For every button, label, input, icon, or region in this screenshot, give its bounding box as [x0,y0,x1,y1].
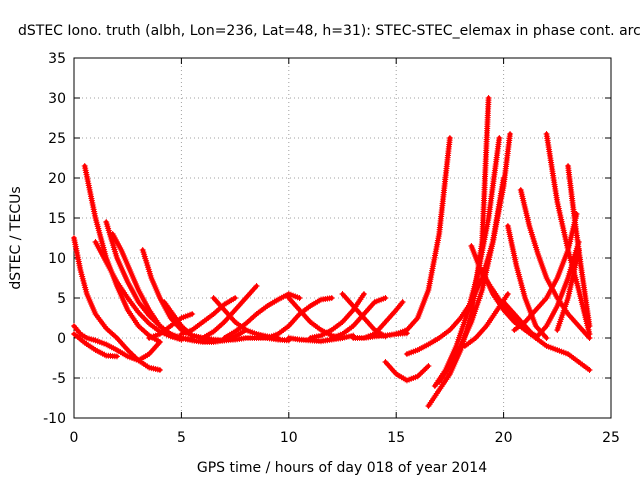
data-series-arc [554,247,582,333]
data-point-plus [156,367,163,373]
data-point-plus [496,135,503,141]
data-series-arc [504,223,550,341]
data-series-arc [479,267,539,339]
data-point-plus [399,299,406,305]
data-point-plus [586,367,593,373]
grid [74,58,611,418]
y-tick-label: -5 [52,371,66,387]
data-series-arc [71,235,163,373]
x-tick-label: 10 [280,430,298,446]
plot-frame [73,57,612,419]
data-point-plus [156,339,163,345]
data-point-plus [232,295,239,301]
y-tick-label: 25 [48,131,66,147]
data-series-arc [382,359,432,384]
data-series-arc [178,295,239,337]
x-tick-label: 0 [70,430,79,446]
data-point-plus [485,95,492,101]
y-tick-label: 30 [48,91,66,107]
data-point-plus [113,353,120,360]
x-axis-title: GPS time / hours of day 018 of year 2014 [197,460,487,476]
data-point-plus [253,283,260,289]
y-tick-label: -10 [43,411,66,427]
y-tick-label: 20 [48,171,66,187]
x-tick-label: 20 [495,430,513,446]
data-point-plus [382,295,389,301]
y-tick-label: 15 [48,211,66,227]
y-tick-label: 0 [57,331,66,347]
data-point-plus [328,295,335,301]
data-point-plus [575,247,582,253]
x-tick-label: 5 [177,430,186,446]
data-point-plus [446,135,453,141]
y-axis-title: dSTEC / TECUs [8,186,24,289]
data-series [71,95,593,409]
x-tick-label: 25 [602,430,620,446]
data-series-arc [92,239,185,343]
data-series-arc [146,311,196,341]
data-point-plus [296,295,303,301]
y-tick-label: 35 [48,51,66,67]
data-point-plus [425,363,432,369]
data-series-arc [71,331,120,360]
data-series-arc [328,295,389,341]
data-point-plus [543,335,550,341]
data-series-arc [403,175,507,357]
data-point-plus [504,291,511,297]
data-series-arc [221,291,303,341]
data-point-plus [586,323,593,329]
data-series-arc [431,135,503,389]
data-point-plus [507,131,514,137]
data-point-plus [189,311,196,317]
data-series-arc [393,135,453,337]
data-point-plus [500,175,507,181]
data-series-arc [92,337,163,364]
chart-title: dSTEC Iono. truth (albh, Lon=236, Lat=48… [18,23,640,39]
data-point-plus [360,291,367,297]
axis-ticks: 0 5 10 15 20 25 -10 -5 0 5 10 15 20 25 30 35 [43,51,620,446]
y-tick-label: 10 [48,251,66,267]
x-tick-label: 15 [387,430,405,446]
y-tick-label: 5 [57,291,66,307]
data-point-plus [586,331,593,337]
